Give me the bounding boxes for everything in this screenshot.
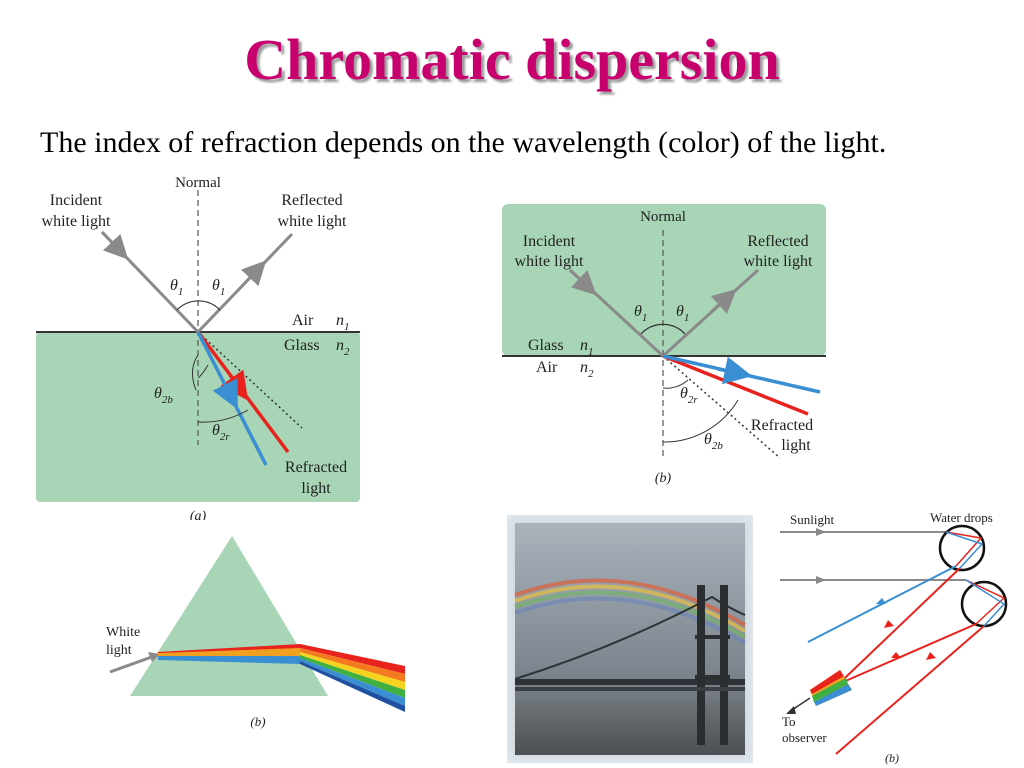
svg-text:θ1: θ1 [170,277,183,298]
svg-text:Sunlight: Sunlight [790,512,834,527]
svg-text:θ2r: θ2r [212,422,230,443]
svg-text:light: light [301,480,331,497]
svg-text:light: light [106,643,132,658]
svg-text:light: light [781,437,811,454]
svg-text:θ1: θ1 [212,277,225,298]
spectrum-orange [300,648,405,682]
figure-prism: White light (b) [100,532,410,742]
page-title: Chromatic dispersion [244,27,780,92]
spectrum-green [300,655,405,698]
figure-glass-to-air: Normal Incident white light Reflected wh… [498,200,838,492]
svg-text:Incident: Incident [523,233,576,250]
svg-text:θ2b: θ2b [154,385,173,406]
prism [130,536,328,696]
svg-text:Refracted: Refracted [751,417,813,434]
svg-text:θ2b: θ2b [704,431,723,452]
svg-text:Reflected: Reflected [747,233,808,250]
svg-text:θ1: θ1 [634,303,647,324]
spectrum-red [300,644,405,674]
svg-text:(b): (b) [250,714,265,729]
svg-text:(a): (a) [190,509,207,520]
rainbow-bridge-photo [507,515,753,763]
svg-text:Air: Air [292,312,314,329]
svg-text:white light: white light [744,253,813,270]
spectrum-indigo [300,661,405,712]
svg-text:Reflected: Reflected [281,192,342,209]
figure-air-to-glass: Normal Incident white light Reflected wh… [30,170,370,520]
svg-text:θ2r: θ2r [680,385,698,406]
svg-text:(b): (b) [885,751,899,765]
spectrum-blue [300,658,405,706]
svg-text:Normal: Normal [640,209,686,225]
svg-text:Glass: Glass [284,337,320,354]
svg-text:Air: Air [536,359,558,376]
extension-dotted [197,331,303,429]
page-subtitle: The index of refraction depends on the w… [40,126,887,159]
svg-text:To: To [782,714,796,729]
glass-region [502,204,826,356]
svg-text:observer: observer [782,730,827,745]
svg-text:θ1: θ1 [676,303,689,324]
svg-text:Water drops: Water drops [930,510,993,525]
spectrum-yellow [300,652,405,690]
figure-water-drops: Sunlight Water drops To observer (b) [776,508,1022,766]
svg-text:Glass: Glass [528,337,564,354]
svg-text:(b): (b) [655,471,672,486]
svg-text:n1: n1 [580,337,594,358]
label-normal: Normal [175,175,221,191]
svg-text:n2: n2 [580,359,594,380]
svg-text:white light: white light [278,213,347,230]
glass-region [36,332,360,502]
svg-text:White: White [106,625,140,640]
svg-text:white light: white light [515,253,584,270]
svg-text:n1: n1 [336,312,350,333]
svg-text:n2: n2 [336,337,350,358]
svg-text:Incident: Incident [50,192,103,209]
svg-text:Refracted: Refracted [285,459,347,476]
svg-text:white light: white light [42,213,111,230]
